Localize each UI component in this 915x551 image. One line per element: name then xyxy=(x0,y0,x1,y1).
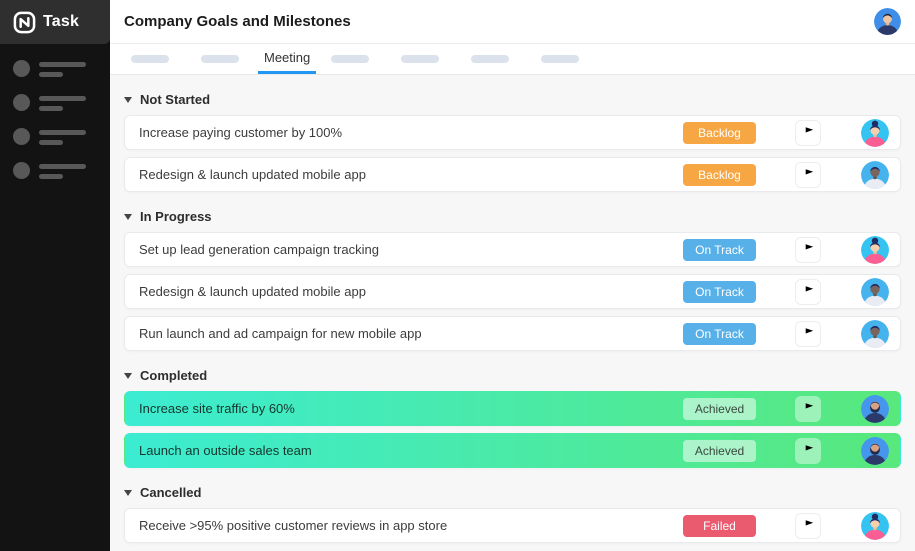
flag-icon xyxy=(801,167,816,182)
flag-icon xyxy=(801,284,816,299)
flag-icon xyxy=(801,443,816,458)
section-header-in-progress[interactable]: In Progress xyxy=(124,208,901,225)
sidebar-nav xyxy=(0,44,110,179)
sidebar-item-text-placeholder xyxy=(39,128,86,145)
task-title: Receive >95% positive customer reviews i… xyxy=(139,518,448,533)
section-header-not-started[interactable]: Not Started xyxy=(124,91,901,108)
sidebar-logo: Task xyxy=(0,0,110,44)
assignee-avatar[interactable] xyxy=(861,119,889,147)
tab-placeholder[interactable] xyxy=(331,55,370,63)
task-row[interactable]: Set up lead generation campaign tracking… xyxy=(124,232,901,267)
task-title: Increase site traffic by 60% xyxy=(139,401,295,416)
status-badge[interactable]: Achieved xyxy=(683,439,756,462)
status-badge[interactable]: Backlog xyxy=(683,121,756,144)
app-logo-text: Task xyxy=(43,13,80,30)
assignee-avatar[interactable] xyxy=(861,437,889,465)
flag-button[interactable] xyxy=(795,395,821,422)
user-avatar[interactable] xyxy=(874,8,901,35)
status-badge[interactable]: On Track xyxy=(683,238,756,261)
task-row[interactable]: Increase paying customer by 100% Backlog xyxy=(124,115,901,150)
section-label: Cancelled xyxy=(140,485,202,500)
task-title: Run launch and ad campaign for new mobil… xyxy=(139,326,422,341)
task-title: Increase paying customer by 100% xyxy=(139,125,343,140)
flag-button[interactable] xyxy=(795,512,821,539)
task-title: Launch an outside sales team xyxy=(139,443,312,458)
flag-button[interactable] xyxy=(795,119,821,146)
page-title: Company Goals and Milestones xyxy=(124,13,351,30)
status-badge[interactable]: On Track xyxy=(683,322,756,345)
tab-bar: Meeting xyxy=(110,44,915,75)
tab-placeholder[interactable] xyxy=(201,55,239,63)
flag-icon xyxy=(801,326,816,341)
sidebar-item-skeleton[interactable] xyxy=(0,162,110,179)
task-row[interactable]: Run launch and ad campaign for new mobil… xyxy=(124,316,901,351)
task-row[interactable]: Redesign & launch updated mobile app On … xyxy=(124,274,901,309)
task-title: Redesign & launch updated mobile app xyxy=(139,167,366,182)
section-label: In Progress xyxy=(140,209,212,224)
collapse-triangle-icon xyxy=(124,372,132,379)
tab-meeting-label: Meeting xyxy=(264,50,311,65)
collapse-triangle-icon xyxy=(124,213,132,220)
assignee-avatar[interactable] xyxy=(861,236,889,264)
sidebar-item-text-placeholder xyxy=(39,94,86,111)
status-badge[interactable]: On Track xyxy=(683,280,756,303)
assignee-avatar[interactable] xyxy=(861,161,889,189)
section-label: Not Started xyxy=(140,92,211,107)
status-badge[interactable]: Failed xyxy=(683,514,756,537)
sidebar-item-skeleton[interactable] xyxy=(0,94,110,111)
flag-button[interactable] xyxy=(795,320,821,347)
tab-placeholder[interactable] xyxy=(541,55,580,63)
sidebar-item-skeleton[interactable] xyxy=(0,128,110,145)
flag-icon xyxy=(801,125,816,140)
task-row[interactable]: Redesign & launch updated mobile app Bac… xyxy=(124,157,901,192)
task-row[interactable]: Receive >95% positive customer reviews i… xyxy=(124,508,901,543)
main-panel: Company Goals and Milestones Meeting Not… xyxy=(110,0,915,551)
flag-icon xyxy=(801,401,816,416)
flag-button[interactable] xyxy=(795,161,821,188)
tab-placeholder[interactable] xyxy=(131,55,169,63)
flag-icon xyxy=(801,242,816,257)
flag-button[interactable] xyxy=(795,278,821,305)
sidebar-item-icon-placeholder xyxy=(13,94,30,111)
sidebar: Task xyxy=(0,0,110,551)
assignee-avatar[interactable] xyxy=(861,512,889,540)
tab-meeting[interactable]: Meeting xyxy=(258,44,317,74)
flag-button[interactable] xyxy=(795,437,821,464)
task-title: Set up lead generation campaign tracking xyxy=(139,242,379,257)
status-badge[interactable]: Backlog xyxy=(683,163,756,186)
collapse-triangle-icon xyxy=(124,489,132,496)
task-row[interactable]: Launch an outside sales team Achieved xyxy=(124,433,901,468)
flag-button[interactable] xyxy=(795,236,821,263)
task-list: Not Started Increase paying customer by … xyxy=(110,91,915,543)
app-logo-icon xyxy=(13,11,36,33)
assignee-avatar[interactable] xyxy=(861,278,889,306)
sidebar-item-icon-placeholder xyxy=(13,128,30,145)
section-header-completed[interactable]: Completed xyxy=(124,367,901,384)
sidebar-item-icon-placeholder xyxy=(13,162,30,179)
section-header-cancelled[interactable]: Cancelled xyxy=(124,484,901,501)
sidebar-item-icon-placeholder xyxy=(13,60,30,77)
sidebar-item-text-placeholder xyxy=(39,162,86,179)
task-row[interactable]: Increase site traffic by 60% Achieved xyxy=(124,391,901,426)
sidebar-item-text-placeholder xyxy=(39,60,86,77)
task-title: Redesign & launch updated mobile app xyxy=(139,284,366,299)
assignee-avatar[interactable] xyxy=(861,320,889,348)
tab-placeholder[interactable] xyxy=(471,55,510,63)
status-badge[interactable]: Achieved xyxy=(683,397,756,420)
collapse-triangle-icon xyxy=(124,96,132,103)
sidebar-item-skeleton[interactable] xyxy=(0,60,110,77)
assignee-avatar[interactable] xyxy=(861,395,889,423)
section-label: Completed xyxy=(140,368,208,383)
top-bar: Company Goals and Milestones xyxy=(110,0,915,44)
flag-icon xyxy=(801,518,816,533)
tab-placeholder[interactable] xyxy=(401,55,440,63)
